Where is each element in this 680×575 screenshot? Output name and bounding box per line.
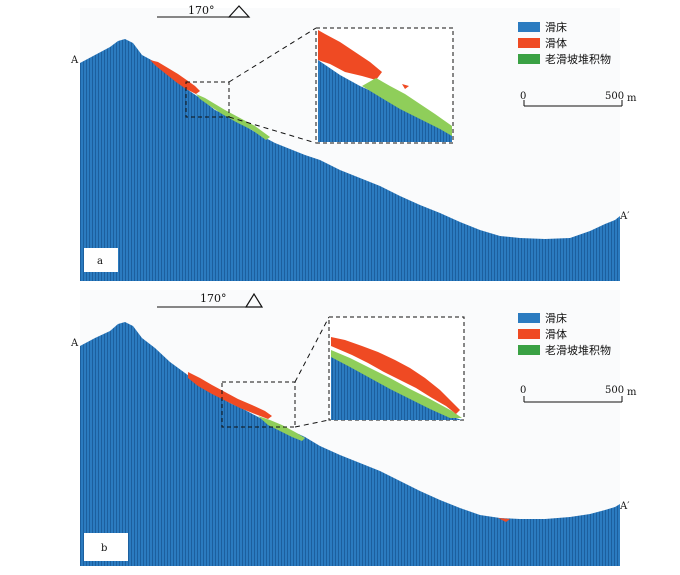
old-deposit-b xyxy=(258,416,305,441)
slide-fragment-b xyxy=(498,518,510,522)
panel-label-b: b xyxy=(101,543,107,554)
panel-label-box-a xyxy=(84,248,118,272)
scale-start: 0 xyxy=(520,385,526,396)
bearing-label: 170° xyxy=(188,4,215,17)
panel-b: 170° A A′ b 滑床 滑体 老滑坡堆积物 xyxy=(70,290,637,566)
legend-label-deposit: 老滑坡堆积物 xyxy=(545,343,611,357)
bedrock-a xyxy=(80,39,620,281)
inset-b-slide xyxy=(331,337,460,414)
inset-a-bedrock xyxy=(318,60,452,142)
legend-label-slide: 滑体 xyxy=(545,327,567,341)
scale-end: 500 xyxy=(605,91,624,102)
zoom-line-a-top xyxy=(228,27,317,83)
old-deposit-a xyxy=(196,94,270,140)
bearing-indicator-b: 170° xyxy=(157,292,264,308)
scale-start: 0 xyxy=(520,91,526,102)
inset-a-slide xyxy=(318,30,382,80)
slide-body-a xyxy=(150,60,200,94)
section-end-b: A′ xyxy=(619,501,630,512)
inset-a-deposit xyxy=(362,78,452,136)
scale-unit: m xyxy=(627,93,637,104)
legend-label-bedrock: 滑床 xyxy=(545,311,567,325)
panel-label-a: a xyxy=(97,256,103,267)
legend-swatch-slide xyxy=(518,38,540,48)
section-start-b: A xyxy=(70,338,79,349)
legend-label-bedrock: 滑床 xyxy=(545,20,567,34)
legend-swatch-bedrock xyxy=(518,22,540,32)
scale-bar-b: 0 500 m xyxy=(520,385,637,403)
scale-end: 500 xyxy=(605,385,624,396)
panel-label-box-b xyxy=(84,533,128,561)
bearing-indicator-a: 170° xyxy=(157,4,251,18)
legend-label-deposit: 老滑坡堆积物 xyxy=(545,52,611,66)
zoom-line-b-bottom xyxy=(294,419,330,428)
bedrock-b xyxy=(80,322,620,566)
zoom-line-a-bottom xyxy=(228,116,317,144)
legend-b: 滑床 滑体 老滑坡堆积物 xyxy=(518,311,611,357)
scale-unit: m xyxy=(627,387,637,398)
section-end-a: A′ xyxy=(619,211,630,222)
panel-a: 170° A A′ a 滑床 滑体 xyxy=(70,4,637,281)
slide-body-b xyxy=(188,372,272,419)
bearing-label: 170° xyxy=(200,292,227,305)
scale-bar-a: 0 500 m xyxy=(520,91,637,107)
legend-label-slide: 滑体 xyxy=(545,36,567,50)
legend-swatch-bedrock xyxy=(518,313,540,323)
inset-b xyxy=(328,316,465,421)
north-triangle-icon xyxy=(244,292,264,308)
legend-a: 滑床 滑体 老滑坡堆积物 xyxy=(518,20,611,66)
section-start-a: A xyxy=(70,55,79,66)
north-triangle-icon xyxy=(227,5,251,18)
inset-b-bedrock xyxy=(331,356,462,420)
legend-swatch-deposit xyxy=(518,345,540,355)
inset-a xyxy=(315,27,454,144)
inset-b-deposit xyxy=(331,350,462,418)
zoom-box-b xyxy=(221,381,296,428)
legend-swatch-deposit xyxy=(518,54,540,64)
legend-swatch-slide xyxy=(518,329,540,339)
zoom-box-a xyxy=(185,81,230,118)
zoom-line-b-top xyxy=(294,316,330,383)
